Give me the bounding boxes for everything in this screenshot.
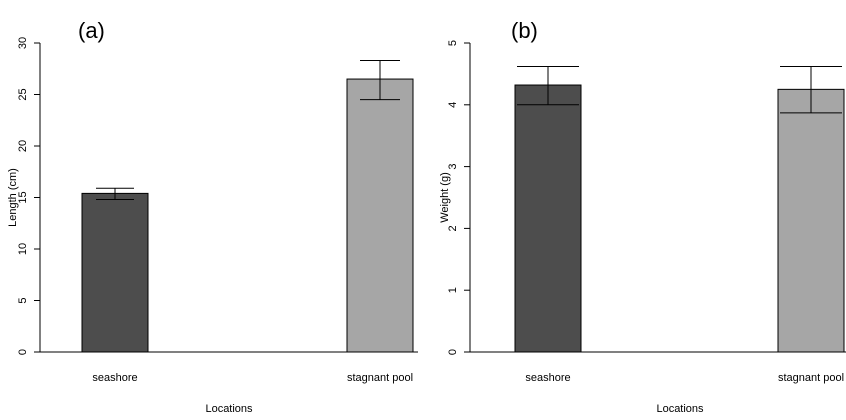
y-tick-label: 30 — [17, 37, 29, 49]
x-category-label: stagnant pool — [347, 372, 413, 384]
x-category-label: stagnant pool — [778, 372, 844, 384]
y-tick-label: 5 — [17, 297, 29, 303]
y-tick-label: 2 — [447, 225, 459, 231]
panel-label: (a) — [78, 18, 105, 43]
x-axis-label: Locations — [205, 403, 253, 415]
bar — [777, 88, 845, 353]
y-tick-label: 10 — [17, 243, 29, 255]
y-tick-label: 1 — [447, 287, 459, 293]
y-axis-label: Length (cm) — [7, 168, 19, 227]
bar — [346, 78, 414, 353]
x-axis-label: Locations — [656, 403, 704, 415]
y-tick-label: 15 — [17, 191, 29, 203]
y-axis-label: Weight (g) — [439, 172, 451, 223]
y-tick-label: 5 — [447, 40, 459, 46]
y-tick-label: 20 — [17, 140, 29, 152]
bar — [81, 192, 149, 353]
y-tick-label: 0 — [447, 349, 459, 355]
bar — [514, 84, 582, 353]
x-category-label: seashore — [525, 372, 570, 384]
x-category-label: seashore — [92, 372, 137, 384]
y-tick-label: 3 — [447, 164, 459, 170]
y-tick-label: 4 — [447, 102, 459, 108]
y-tick-label: 0 — [17, 349, 29, 355]
panel-label: (b) — [511, 18, 538, 43]
y-tick-label: 25 — [17, 88, 29, 100]
